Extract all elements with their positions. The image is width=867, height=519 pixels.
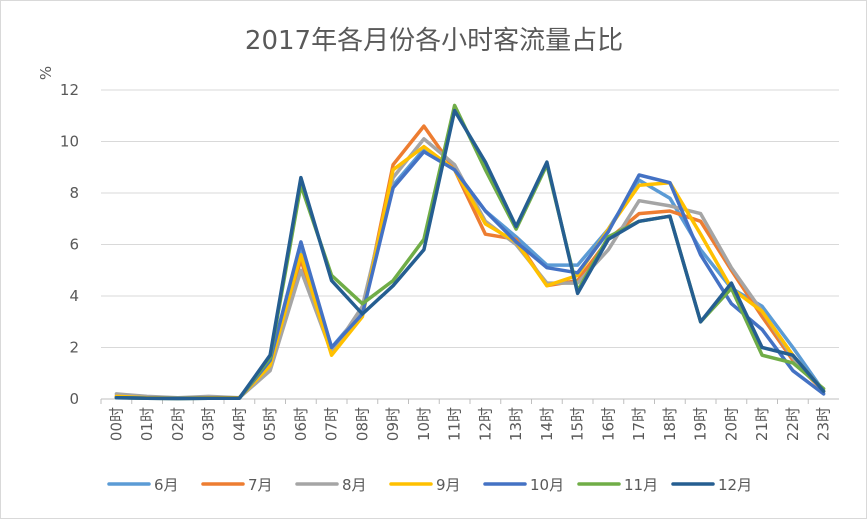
series-line-12月 <box>114 108 826 401</box>
legend-label: 10月 <box>530 476 564 494</box>
legend-label: 7月 <box>248 476 273 494</box>
series-lines <box>114 103 826 401</box>
x-tick-label: 05时 <box>261 407 279 441</box>
x-tick-label: 00时 <box>107 407 125 441</box>
series-line-6月 <box>114 147 826 400</box>
y-axis-label: % <box>37 66 55 80</box>
x-tick-label: 18时 <box>661 407 679 441</box>
legend: 6月 7月 8月 9月 10月 11月 12月 <box>107 476 752 494</box>
x-tick-label: 14时 <box>538 407 556 441</box>
x-tick-label: 20时 <box>722 407 740 441</box>
y-tick-label: 6 <box>69 236 79 254</box>
x-tick-label: 21时 <box>753 407 771 441</box>
chart-title: 2017年各月份各小时客流量占比 <box>245 26 623 56</box>
x-tick-label: 23时 <box>815 407 833 441</box>
x-tick-label: 02时 <box>169 407 187 441</box>
legend-label: 12月 <box>718 476 752 494</box>
x-tick-label: 01时 <box>138 407 156 441</box>
x-tick-label: 13时 <box>507 407 525 441</box>
series-line-10月 <box>114 150 826 401</box>
x-tick-label: 08时 <box>353 407 371 441</box>
x-tick-label: 12时 <box>476 407 494 441</box>
x-tick-label: 04时 <box>230 407 248 441</box>
y-tick-label: 2 <box>69 339 79 357</box>
x-tick-label: 16时 <box>599 407 617 441</box>
legend-label: 9月 <box>436 476 461 494</box>
x-tick-label: 07时 <box>323 407 341 441</box>
x-tick-label: 06时 <box>292 407 310 441</box>
x-tick-label: 19时 <box>692 407 710 441</box>
y-tick-label: 0 <box>69 390 79 408</box>
series-line-11月 <box>114 103 826 401</box>
x-tick-label: 17时 <box>630 407 648 441</box>
x-tick-label: 22时 <box>784 407 802 441</box>
y-tick-label: 12 <box>60 81 79 99</box>
y-tick-label: 8 <box>69 184 79 202</box>
x-axis-ticks: 00时 01时 02时 03时 04时 05时 06时 07时 08时 09时 10时 11时 12时 1… <box>100 399 833 441</box>
x-tick-label: 15时 <box>569 407 587 441</box>
x-tick-label: 11时 <box>446 407 464 441</box>
x-tick-label: 10时 <box>415 407 433 441</box>
legend-label: 8月 <box>342 476 367 494</box>
legend-label: 11月 <box>624 476 658 494</box>
y-tick-label: 4 <box>69 287 79 305</box>
x-tick-label: 03时 <box>200 407 218 441</box>
y-axis-ticks: 0 2 4 6 8 10 12 <box>60 81 79 408</box>
legend-label: 6月 <box>154 476 179 494</box>
x-tick-label: 09时 <box>384 407 402 441</box>
y-tick-label: 10 <box>60 133 79 151</box>
